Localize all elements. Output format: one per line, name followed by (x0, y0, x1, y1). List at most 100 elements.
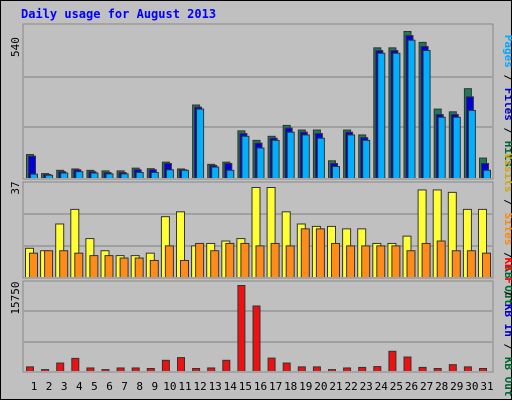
sites-bar (120, 258, 128, 277)
sites-bar (301, 229, 309, 277)
kbytes-bar (329, 370, 335, 371)
day-label: 16 (254, 380, 267, 393)
sites-bar (165, 246, 173, 277)
sites-bar (45, 251, 53, 277)
visits-bar (71, 209, 79, 277)
pages-bar (121, 174, 128, 178)
sites-bar (437, 241, 445, 277)
day-labels: 1 2 3 4 5 6 7 8 9 10 11 12 13 14 15 16 17 18 19 20 21 22 23 24 2… (31, 380, 494, 393)
bottom-legend: KB F / KB In / KB Out (502, 257, 512, 396)
kbytes-bar (389, 351, 396, 371)
kbytes-bar (178, 358, 184, 371)
legend-entry: Hits (502, 141, 512, 168)
day-label: 29 (450, 380, 463, 393)
pages-bar (257, 148, 264, 178)
kbytes-bar (298, 367, 305, 371)
pages-bar (151, 173, 158, 178)
day-label: 19 (299, 380, 312, 393)
kbytes-bar (359, 367, 366, 371)
day-label: 28 (435, 380, 448, 393)
pages-bar (363, 140, 370, 178)
kbytes-bar (283, 363, 290, 371)
legend-entry: / (502, 246, 512, 266)
pages-bar (348, 135, 355, 178)
sites-bar (316, 229, 324, 277)
kbytes-bar (404, 357, 411, 371)
sites-bar (362, 246, 370, 277)
legend-entry: KB F (502, 257, 512, 284)
pages-bar (317, 138, 324, 178)
kbytes-bar (344, 368, 351, 371)
visits-bar (418, 190, 426, 277)
visits-bar (448, 192, 456, 277)
kbytes-bar (57, 363, 64, 371)
day-label: 5 (91, 380, 98, 393)
day-label: 31 (480, 380, 493, 393)
sites-bar (75, 253, 83, 277)
kbytes-bar (132, 368, 139, 371)
sites-bar (422, 243, 430, 277)
sites-bar (332, 243, 339, 277)
kbytes-bar (449, 365, 456, 371)
day-label: 24 (375, 380, 389, 393)
day-label: 18 (284, 380, 297, 393)
sites-bar (60, 251, 68, 277)
kbytes-bar-shadow (328, 369, 336, 371)
legend-entry: KB Out (502, 265, 512, 305)
pages-bar (438, 117, 445, 178)
day-label: 3 (61, 380, 68, 393)
day-label: 7 (121, 380, 128, 393)
pages-bar (287, 132, 294, 178)
sites-bar (347, 246, 355, 277)
pages-bar (182, 170, 188, 178)
middle-max-label: 37 (9, 181, 22, 194)
kbytes-bar (162, 360, 169, 371)
legend-entry: / (502, 68, 512, 88)
day-label: 21 (329, 380, 342, 393)
sites-bar (211, 251, 219, 277)
day-label: 20 (314, 380, 327, 393)
day-label: 26 (405, 380, 418, 393)
sites-bar (467, 251, 475, 277)
pages-bar (408, 40, 415, 178)
day-label: 11 (178, 380, 191, 393)
sites-bar (483, 253, 490, 277)
day-label: 6 (106, 380, 113, 393)
pages-bar (91, 173, 98, 178)
visits-bar (177, 212, 184, 277)
day-label: 22 (344, 380, 357, 393)
chart-title: Daily usage for August 2013 (21, 7, 216, 21)
legend-entry: KB In (502, 304, 512, 337)
day-label: 12 (193, 380, 206, 393)
kbytes-bar (374, 367, 381, 371)
bar-marks (25, 31, 491, 371)
pages-bar (393, 53, 400, 178)
pages-bar (76, 172, 83, 178)
kbytes-bar (268, 358, 275, 371)
legend-entry: Pages (502, 35, 512, 68)
pages-bar (212, 167, 219, 178)
sites-bar (150, 260, 158, 277)
sites-bar (181, 260, 188, 277)
legend-entry: / (502, 121, 512, 141)
kbytes-bar (313, 367, 320, 371)
kbytes-bar (72, 358, 79, 371)
pages-bar (61, 173, 68, 178)
pages-bar (453, 117, 460, 178)
pages-bar (31, 174, 37, 178)
pages-bar (484, 170, 490, 178)
sites-bar (271, 243, 279, 277)
files-bar (29, 156, 35, 178)
pages-bar (423, 51, 430, 178)
sites-bar (196, 243, 204, 277)
kbytes-bar (253, 306, 260, 371)
legend-entry: / (502, 337, 512, 357)
pages-bar (227, 170, 234, 178)
kbytes-bar (193, 368, 200, 371)
sites-bar (90, 256, 98, 277)
day-label: 30 (465, 380, 478, 393)
pages-bar (378, 53, 385, 178)
kbytes-bar (464, 367, 471, 371)
day-label: 8 (136, 380, 143, 393)
